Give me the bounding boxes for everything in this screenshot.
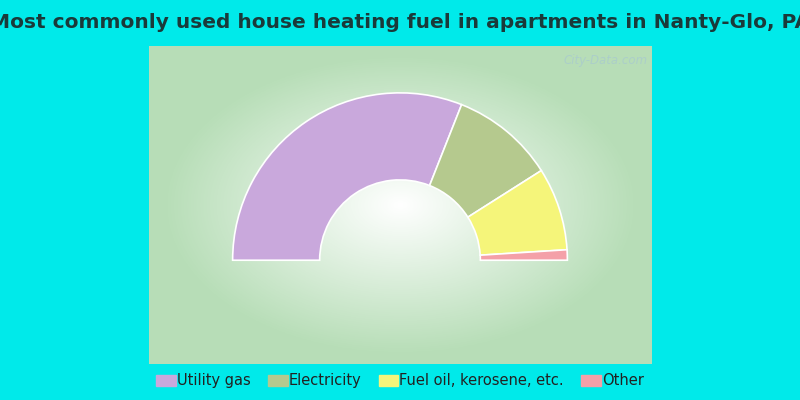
Wedge shape bbox=[468, 170, 567, 255]
Legend: Utility gas, Electricity, Fuel oil, kerosene, etc., Other: Utility gas, Electricity, Fuel oil, kero… bbox=[154, 370, 646, 391]
Text: Most commonly used house heating fuel in apartments in Nanty-Glo, PA: Most commonly used house heating fuel in… bbox=[0, 14, 800, 32]
Wedge shape bbox=[480, 250, 567, 260]
Text: City-Data.com: City-Data.com bbox=[563, 54, 648, 67]
Wedge shape bbox=[233, 93, 462, 260]
Wedge shape bbox=[430, 105, 542, 217]
